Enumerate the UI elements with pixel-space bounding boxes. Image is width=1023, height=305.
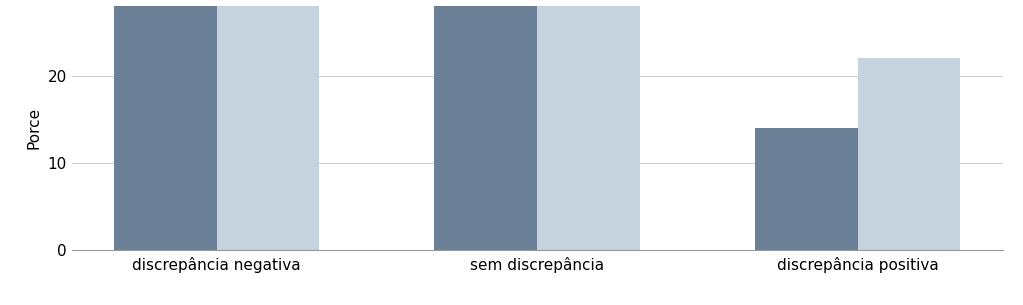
Bar	[435, 0, 537, 250]
Bar	[537, 0, 639, 250]
Bar	[114, 0, 217, 250]
Bar	[217, 0, 319, 250]
Bar	[755, 128, 857, 250]
Y-axis label: Porce: Porce	[27, 107, 42, 149]
Bar	[857, 58, 961, 250]
